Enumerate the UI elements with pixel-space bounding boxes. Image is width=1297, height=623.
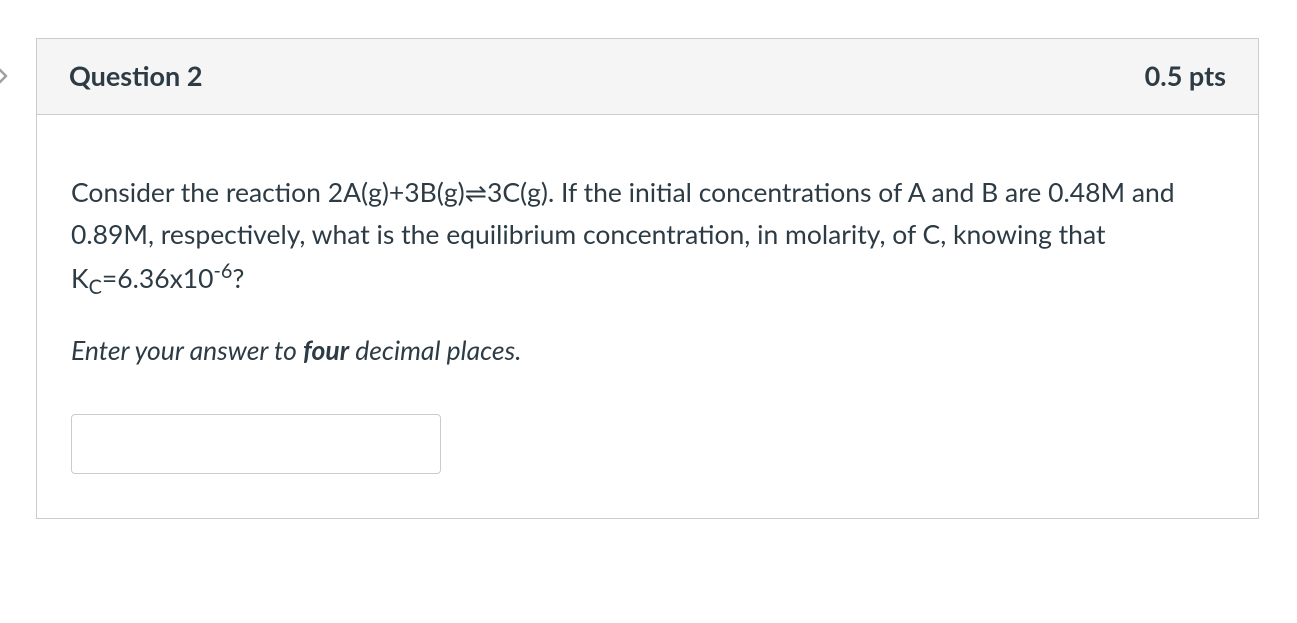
next-arrow-icon [0, 62, 20, 90]
question-card: Question 2 0.5 pts Consider the reaction… [36, 38, 1259, 519]
question-instruction: Enter your answer to four decimal places… [71, 334, 1224, 366]
question-points: 0.5 pts [1145, 59, 1226, 92]
answer-input[interactable] [71, 414, 441, 474]
instruction-post: decimal places. [349, 334, 521, 366]
question-body: Consider the reaction 2A(g)+3B(g)⇌3C(g).… [37, 115, 1258, 518]
question-header: Question 2 0.5 pts [37, 39, 1258, 115]
question-title: Question 2 [69, 59, 203, 92]
question-text: Consider the reaction 2A(g)+3B(g)⇌3C(g).… [71, 171, 1224, 304]
instruction-bold: four [303, 334, 349, 366]
instruction-pre: Enter your answer to [71, 334, 303, 366]
